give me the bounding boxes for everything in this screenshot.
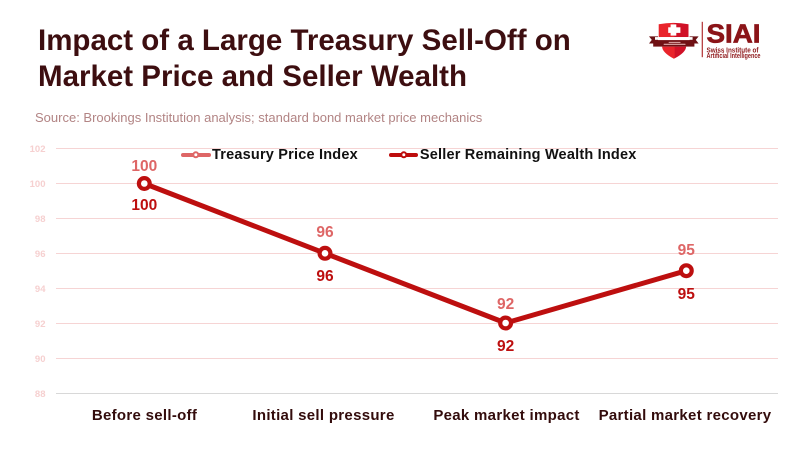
svg-text:90: 90	[35, 354, 46, 365]
svg-text:Artificial Intelligence: Artificial Intelligence	[707, 51, 761, 60]
svg-text:96: 96	[316, 268, 334, 285]
svg-text:92: 92	[497, 338, 514, 355]
svg-text:95: 95	[678, 242, 696, 259]
svg-text:96: 96	[316, 224, 334, 241]
svg-text:88: 88	[35, 389, 46, 400]
svg-text:SIAI: SIAI	[707, 21, 761, 49]
svg-text:95: 95	[678, 286, 696, 303]
svg-text:96: 96	[35, 249, 46, 260]
svg-text:92: 92	[35, 319, 46, 330]
svg-text:100: 100	[30, 179, 46, 190]
svg-text:100: 100	[131, 197, 157, 214]
svg-text:94: 94	[35, 284, 46, 295]
svg-text:Swiss Institute of: Swiss Institute of	[707, 45, 760, 54]
svg-text:102: 102	[30, 144, 46, 155]
svg-text:92: 92	[497, 296, 514, 313]
svg-text:100: 100	[131, 158, 157, 175]
svg-text:98: 98	[35, 214, 46, 225]
